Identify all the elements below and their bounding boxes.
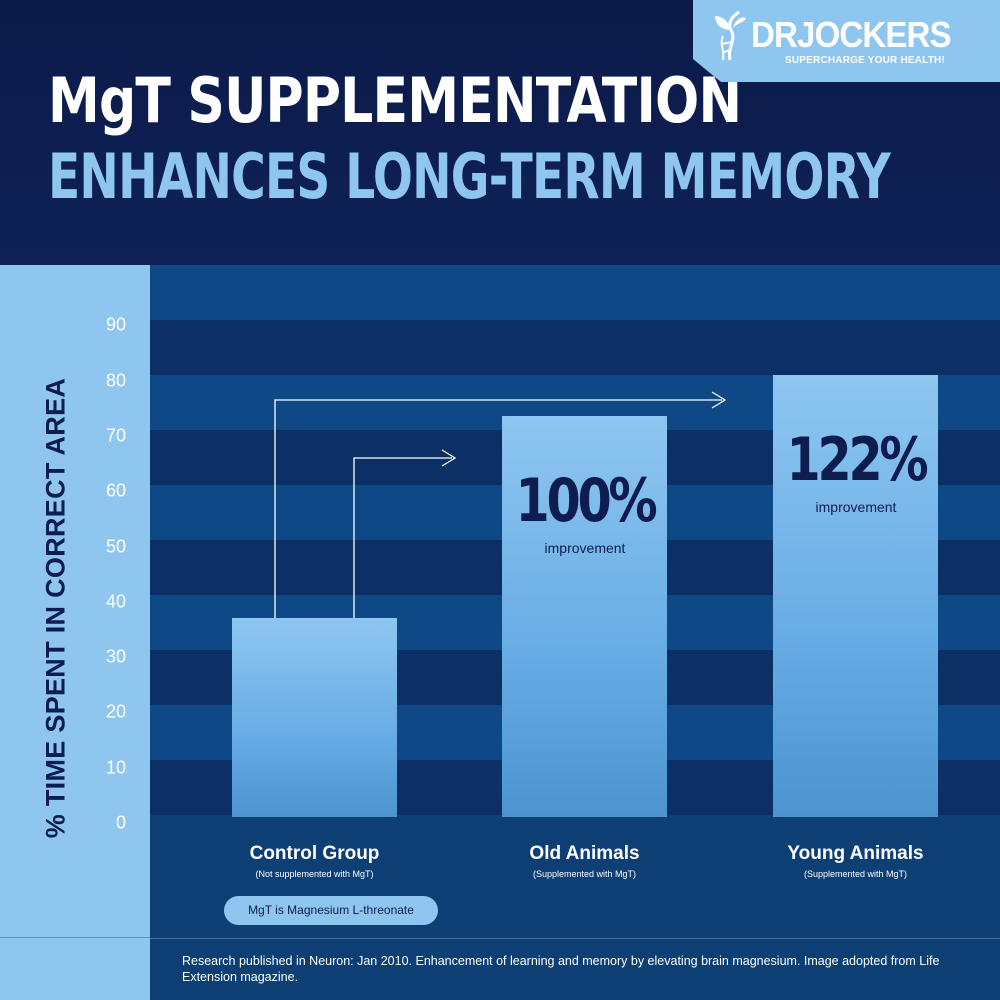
category-note: (Not supplemented with MgT): [255, 869, 374, 879]
y-tick-label: 0: [115, 812, 126, 833]
footer-divider: [150, 938, 1000, 939]
improvement-label: improvement: [815, 498, 897, 515]
logo-name: DRJOCKERS: [751, 14, 952, 55]
y-axis-label-panel: [0, 265, 150, 1000]
leaf-dna-icon: [715, 10, 746, 61]
y-tick-label: 40: [105, 591, 126, 612]
arrowhead-old-animals: [441, 449, 457, 467]
y-tick-label: 30: [105, 646, 126, 667]
bar-old-animals: [502, 416, 667, 817]
y-tick-label: 90: [105, 314, 126, 335]
improvement-percent: 100%: [515, 466, 658, 537]
y-tick-label: 50: [105, 536, 126, 556]
y-tick-label: 80: [105, 370, 126, 391]
arrowhead-young-animals: [711, 391, 727, 409]
grid-band: [150, 265, 1000, 320]
category-label: Control Group: [249, 843, 380, 864]
y-tick-label: 20: [105, 701, 126, 722]
grid-band: [150, 320, 1000, 375]
logo[interactable]: DRJOCKERS SUPERCHARGE YOUR HEALTH!: [693, 0, 1000, 82]
y-tick-label: 70: [105, 425, 126, 446]
bar-control-group: [232, 617, 397, 817]
bar-young-animals: [773, 374, 938, 817]
improvement-label: improvement: [544, 540, 626, 557]
arrow-to-old-animals: [353, 457, 452, 618]
category-note: (Supplemented with MgT): [532, 869, 637, 879]
category-label: Young Animals: [787, 843, 924, 864]
y-tick-label: 10: [105, 757, 126, 778]
category-label: Old Animals: [529, 843, 640, 864]
title-line-2: ENHANCES LONG-TERM MEMORY: [48, 140, 891, 213]
arrow-to-young-animals: [274, 399, 722, 618]
panel-divider: [0, 937, 150, 938]
title-line-1: MgT SUPPLEMENTATION: [48, 64, 742, 137]
category-note: (Supplemented with MgT): [803, 869, 908, 879]
mgt-definition-pill: MgT is Magnesium L-threonate: [224, 896, 438, 925]
source-citation: Research published in Neuron: Jan 2010. …: [182, 954, 940, 984]
improvement-percent: 122%: [786, 424, 929, 495]
logo-tagline: SUPERCHARGE YOUR HEALTH!: [785, 55, 945, 66]
y-tick-label: 60: [105, 480, 126, 501]
